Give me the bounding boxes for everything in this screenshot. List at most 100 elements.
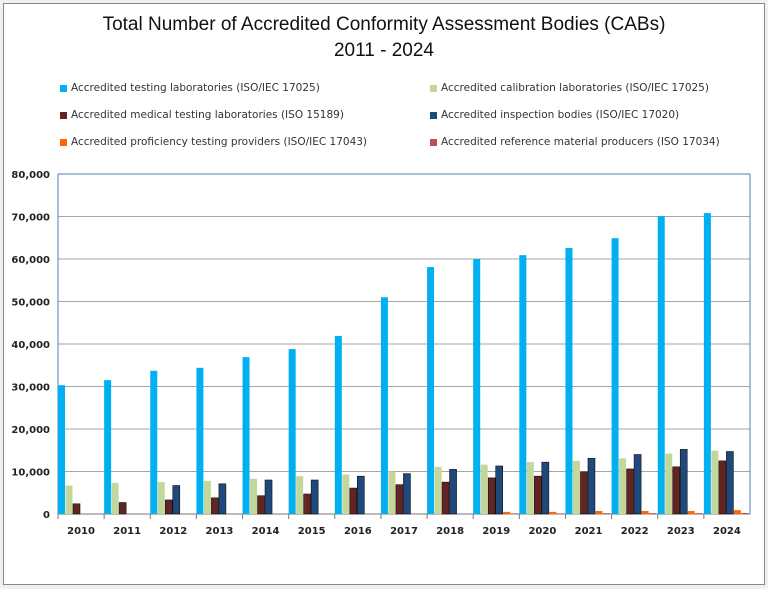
- y-tick-label: 30,000: [11, 383, 50, 394]
- y-tick-label: 50,000: [11, 298, 50, 309]
- bar: [649, 513, 657, 514]
- bar: [303, 493, 311, 515]
- bar: [310, 479, 319, 515]
- bar: [342, 474, 350, 514]
- bar: [503, 511, 511, 514]
- bar: [665, 453, 673, 514]
- y-tick-label: 10,000: [11, 468, 50, 479]
- bar: [218, 483, 227, 515]
- x-tick-label: 2018: [436, 526, 464, 537]
- legend-item: Accredited medical testing laboratories …: [60, 109, 344, 121]
- bar: [58, 385, 65, 514]
- bar: [626, 468, 634, 515]
- x-tick-label: 2013: [206, 526, 234, 537]
- y-tick-label: 40,000: [11, 340, 50, 351]
- bar: [441, 481, 450, 515]
- legend-item: Accredited testing laboratories (ISO/IEC…: [60, 82, 320, 94]
- bar: [657, 216, 665, 514]
- bar: [703, 213, 711, 514]
- bar: [434, 466, 442, 514]
- bar: [118, 502, 127, 515]
- bar: [495, 465, 504, 515]
- legend-swatch: [60, 111, 67, 119]
- bar: [296, 476, 304, 514]
- bar: [356, 475, 365, 515]
- bar: [534, 475, 542, 515]
- bar: [541, 461, 550, 515]
- bar: [388, 471, 396, 514]
- bar: [427, 267, 435, 514]
- legend-label: Accredited calibration laboratories (ISO…: [441, 82, 709, 94]
- bar: [65, 485, 73, 514]
- bar: [104, 380, 112, 514]
- bar: [211, 497, 219, 515]
- bar: [473, 259, 481, 514]
- bar: [595, 511, 603, 514]
- legend-label: Accredited inspection bodies (ISO/IEC 17…: [441, 109, 680, 121]
- bar: [687, 511, 695, 514]
- bar: [679, 449, 688, 515]
- bar: [203, 480, 211, 514]
- legend-swatch: [60, 138, 67, 146]
- x-tick-label: 2022: [621, 526, 649, 537]
- bar: [150, 370, 158, 514]
- x-tick-label: 2010: [67, 526, 95, 537]
- chart-title: Total Number of Accredited Conformity As…: [102, 14, 666, 35]
- x-tick-label: 2019: [482, 526, 510, 537]
- bar: [487, 477, 496, 515]
- bar: [403, 473, 411, 515]
- x-tick-label: 2015: [298, 526, 326, 537]
- x-tick-label: 2016: [344, 526, 372, 537]
- bar: [587, 458, 596, 515]
- bar: [602, 513, 610, 514]
- x-tick-label: 2020: [528, 526, 556, 537]
- bar: [711, 450, 719, 514]
- y-tick-label: 80,000: [11, 170, 50, 181]
- bar: [257, 495, 265, 515]
- bar: [580, 471, 588, 515]
- bar: [264, 479, 273, 515]
- bar: [695, 513, 703, 514]
- y-tick-label: 70,000: [11, 213, 50, 224]
- bar: [334, 335, 342, 514]
- bar: [349, 487, 358, 515]
- x-tick-label: 2024: [713, 526, 741, 537]
- bar: [519, 255, 527, 515]
- bar: [549, 511, 557, 514]
- bar: [565, 247, 573, 514]
- bar: [395, 484, 404, 515]
- bar: [526, 462, 534, 514]
- bar: [157, 482, 165, 514]
- x-tick-label: 2014: [252, 526, 280, 537]
- y-tick-label: 20,000: [11, 425, 50, 436]
- y-tick-label: 0: [43, 510, 50, 521]
- bar: [242, 357, 250, 514]
- chart-subtitle: 2011 - 2024: [333, 40, 434, 61]
- bar: [449, 469, 457, 515]
- legend-item: Accredited proficiency testing providers…: [60, 136, 367, 148]
- bar: [288, 349, 296, 514]
- x-tick-label: 2012: [159, 526, 187, 537]
- bar: [480, 464, 488, 514]
- legend-item: Accredited reference material producers …: [430, 136, 720, 148]
- bar: [741, 512, 749, 514]
- bar: [619, 458, 627, 514]
- x-tick-label: 2023: [667, 526, 695, 537]
- bar: [556, 513, 564, 514]
- legend-label: Accredited proficiency testing providers…: [71, 136, 368, 148]
- legend-item: Accredited calibration laboratories (ISO…: [430, 82, 709, 94]
- bar: [172, 485, 181, 515]
- bar: [250, 478, 258, 514]
- bar: [641, 511, 649, 514]
- bar: [72, 503, 81, 515]
- legend-swatch: [60, 84, 67, 92]
- y-tick-label: 60,000: [11, 255, 50, 266]
- bar: [718, 460, 727, 515]
- bar: [633, 454, 642, 515]
- legend-swatch: [430, 138, 437, 146]
- x-tick-label: 2017: [390, 526, 418, 537]
- legend-swatch: [430, 111, 437, 119]
- bar: [611, 238, 619, 515]
